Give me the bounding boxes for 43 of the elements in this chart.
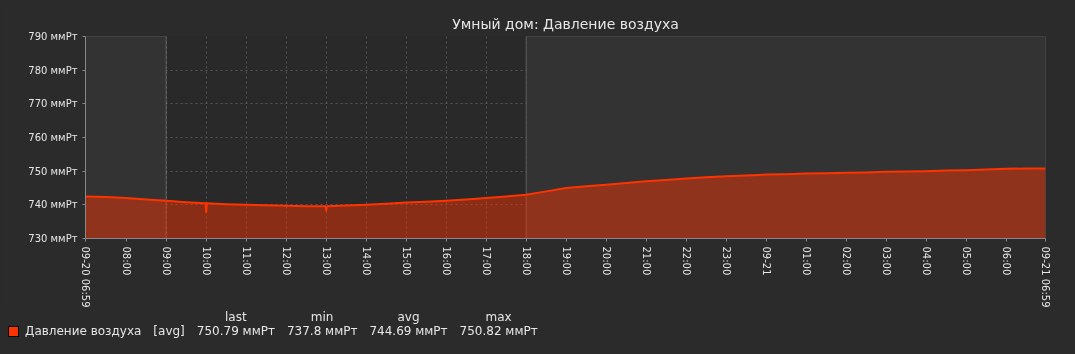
x-tick-label: 15:00	[400, 246, 412, 276]
y-tick-label: 750 ммРт	[28, 165, 78, 177]
x-tick-label: 03:00	[880, 246, 892, 276]
x-tick-label: 09-21 06:59	[1040, 246, 1051, 308]
text: max	[484, 310, 513, 324]
x-tick-label: 12:00	[280, 246, 292, 276]
x-tick-label: 18:00	[520, 246, 532, 276]
x-tick-label: 22:00	[680, 246, 692, 276]
x-tick-label: 04:00	[920, 246, 932, 276]
x-tick-label: 19:00	[560, 246, 572, 276]
x-tick-label: 16:00	[440, 246, 452, 276]
x-tick-label: 05:00	[960, 246, 972, 276]
y-tick-label: 760 ммРт	[28, 132, 78, 143]
x-tick-label: 17:00	[480, 246, 492, 276]
x-tick-label: 08:00	[120, 246, 132, 276]
x-tick-label: 21:00	[640, 246, 652, 276]
chart-title: Умный дом: Давление воздуха	[452, 15, 679, 32]
y-tick-label: 730 ммРт	[28, 233, 78, 244]
text: last	[224, 310, 248, 324]
x-tick-label: 09:00	[160, 246, 172, 276]
y-tick-label: 780 ммРт	[28, 64, 78, 76]
x-tick-label: 20:00	[600, 246, 612, 276]
y-tick-label: 770 ммРт	[28, 98, 78, 110]
x-tick-label: 14:00	[360, 246, 372, 276]
y-tick-label: 790 ммРт	[28, 31, 78, 42]
x-tick-label: 23:00	[720, 246, 732, 276]
x-tick-label: 09-21	[760, 246, 772, 276]
text: avg	[396, 310, 421, 324]
x-tick-label: 11:00	[240, 246, 252, 276]
x-tick-label: 13:00	[320, 246, 332, 276]
text: [avg]	[153, 324, 186, 338]
x-tick-label: 01:00	[800, 246, 812, 276]
legend-label: Давление воздуха	[24, 324, 143, 338]
x-tick-label: 09-20 06:59	[80, 246, 91, 308]
text: 744.69 ммРт	[369, 324, 449, 338]
text: min	[309, 310, 335, 324]
text: 750.79 ммРт	[196, 324, 276, 338]
x-tick-label: 02:00	[840, 246, 852, 276]
x-tick-label: 10:00	[200, 246, 212, 276]
text: 737.8 ммРт	[286, 324, 359, 338]
y-tick-label: 740 ммРт	[28, 199, 78, 211]
x-tick-label: 06:00	[1000, 246, 1012, 276]
text: 750.82 ммРт	[459, 324, 539, 338]
